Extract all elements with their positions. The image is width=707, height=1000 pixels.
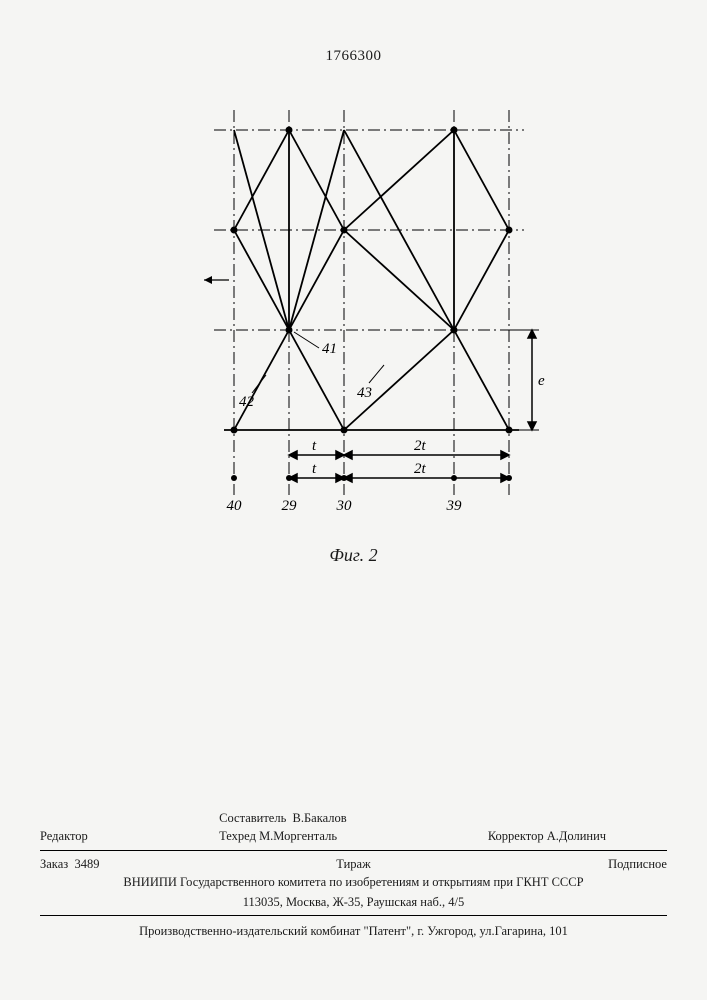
- compiler-label: Составитель: [219, 811, 286, 825]
- dim-t-upper: t: [312, 438, 317, 454]
- axis-label-40: 40: [226, 498, 242, 514]
- callout-42: 42: [239, 394, 255, 410]
- compiler-name: В.Бакалов: [293, 811, 347, 825]
- corrector-label: Корректор: [488, 829, 544, 843]
- dim-e: e: [538, 373, 545, 389]
- callout-41: 41: [322, 341, 337, 357]
- axis-label-39: 39: [445, 498, 462, 514]
- axis-label-29: 29: [281, 498, 297, 514]
- org-name: ВНИИПИ Государственного комитета по изоб…: [40, 873, 667, 891]
- tirazh-label: Тираж: [249, 855, 458, 873]
- colophon: Составитель В.Бакалов Редактор Техред М.…: [40, 801, 667, 940]
- order-label: Заказ: [40, 857, 68, 871]
- axis-label-30: 30: [335, 498, 352, 514]
- figure-diagram: 41 42 43 t 2t t 2t: [154, 100, 554, 550]
- publisher: Производственно-издательский комбинат "П…: [40, 922, 667, 940]
- callout-43: 43: [357, 385, 372, 401]
- org-address: 113035, Москва, Ж-35, Раушская наб., 4/5: [40, 893, 667, 911]
- techred-name: М.Моргенталь: [259, 829, 337, 843]
- arrow-left-icon: [204, 276, 229, 284]
- techred-label: Техред: [219, 829, 256, 843]
- page-number: 1766300: [326, 48, 382, 65]
- figure-caption: Фиг. 2: [329, 545, 377, 566]
- subscription: Подписное: [458, 855, 667, 873]
- editor-label: Редактор: [40, 827, 219, 845]
- dim-2t-upper: 2t: [414, 438, 427, 454]
- dim-2t-lower: 2t: [414, 461, 427, 477]
- dim-t-lower: t: [312, 461, 317, 477]
- corrector-name: А.Долинич: [547, 829, 606, 843]
- order-number: 3489: [74, 857, 99, 871]
